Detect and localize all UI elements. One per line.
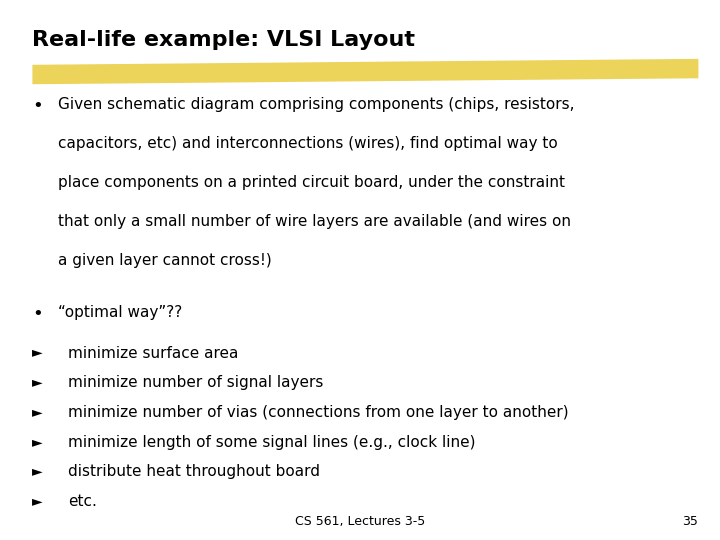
Polygon shape [32, 59, 698, 84]
Text: minimize surface area: minimize surface area [68, 346, 239, 361]
Text: ►: ► [32, 405, 43, 419]
Text: ►: ► [32, 375, 43, 389]
Text: 35: 35 [683, 515, 698, 528]
Text: place components on a printed circuit board, under the constraint: place components on a printed circuit bo… [58, 175, 564, 190]
Text: minimize number of signal layers: minimize number of signal layers [68, 375, 324, 390]
Text: minimize number of vias (connections from one layer to another): minimize number of vias (connections fro… [68, 405, 569, 420]
Text: Given schematic diagram comprising components (chips, resistors,: Given schematic diagram comprising compo… [58, 97, 574, 112]
Text: Real-life example: VLSI Layout: Real-life example: VLSI Layout [32, 30, 415, 50]
Text: ►: ► [32, 464, 43, 478]
Text: •: • [32, 97, 43, 115]
Text: ►: ► [32, 435, 43, 449]
Text: capacitors, etc) and interconnections (wires), find optimal way to: capacitors, etc) and interconnections (w… [58, 136, 557, 151]
Text: ►: ► [32, 346, 43, 360]
Text: etc.: etc. [68, 494, 97, 509]
Text: ►: ► [32, 494, 43, 508]
Text: distribute heat throughout board: distribute heat throughout board [68, 464, 320, 480]
Text: a given layer cannot cross!): a given layer cannot cross!) [58, 253, 271, 268]
Text: “optimal way”??: “optimal way”?? [58, 305, 182, 320]
Text: minimize length of some signal lines (e.g., clock line): minimize length of some signal lines (e.… [68, 435, 476, 450]
Text: CS 561, Lectures 3-5: CS 561, Lectures 3-5 [295, 515, 425, 528]
Text: that only a small number of wire layers are available (and wires on: that only a small number of wire layers … [58, 214, 571, 229]
Text: •: • [32, 305, 43, 323]
